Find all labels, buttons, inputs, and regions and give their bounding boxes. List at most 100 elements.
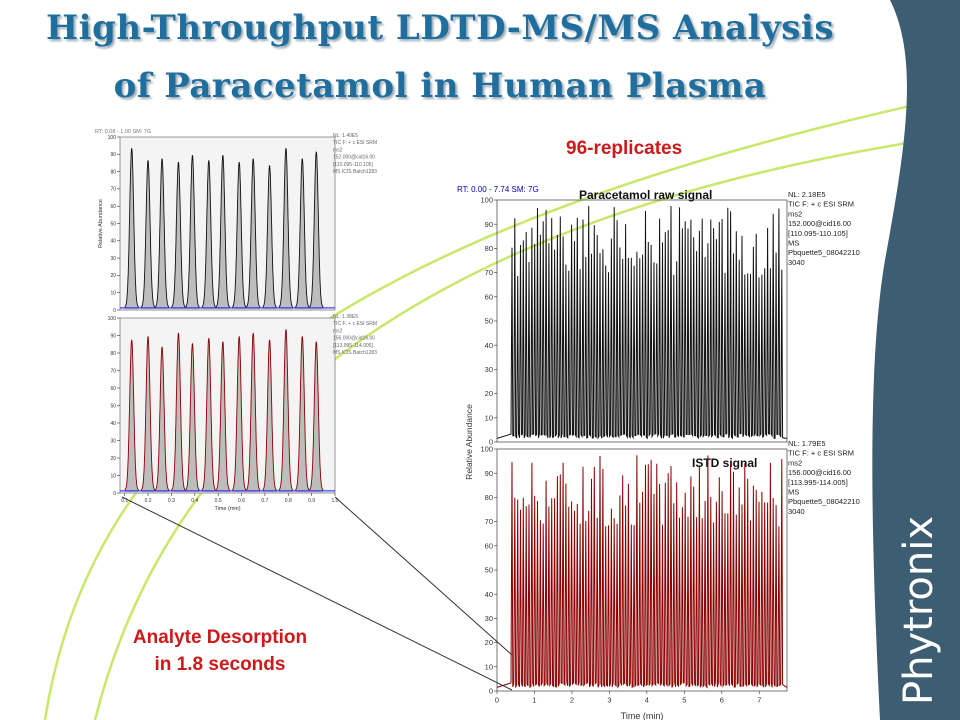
green-arc-lower [93,133,960,720]
y-tick-label: 40 [110,421,116,427]
y-tick-label: 60 [110,386,116,392]
peak-line [295,158,310,308]
replicates-label: 96-replicates [566,138,683,159]
replicate-trace [496,455,788,689]
y-tick-label: 60 [485,541,493,550]
x-axis-label: Time (min) [621,711,664,720]
peak-line [308,341,324,491]
peak-fill [246,332,261,493]
y-tick-label: 70 [110,187,116,193]
peak-fill [262,165,277,310]
slide-title-line2: of Paracetamol in Human Plasma [113,66,767,106]
x-tick-label: 0.9 [308,498,315,504]
x-tick-label: 4 [645,696,649,705]
slide-title-line1: High-Throughput LDTD-MS/MS Analysis [46,8,834,48]
info-line: TIC F: + c ESI SRM [788,200,854,209]
peak-fill [155,158,170,310]
y-tick-label: 70 [110,368,116,374]
info-line: Pbquette5_08042210 [788,248,860,257]
peak-line [262,165,277,308]
info-line: ms2 [788,458,802,467]
peak-fill [124,148,139,310]
info-line: TIC F: + c ESI SRM [333,140,377,146]
y-tick-label: 80 [485,244,493,253]
y-tick-label: 0 [489,687,493,696]
y-tick-label: 50 [110,403,116,409]
y-tick-label: 60 [485,292,493,301]
info-line: [113.995-114.005] [333,343,373,349]
peak-fill [141,160,156,310]
y-tick-label: 40 [485,341,493,350]
y-tick-label: 0 [489,438,493,447]
peak-fill [232,162,247,310]
peak-fill [309,151,324,310]
peak-fill [295,158,310,310]
y-tick-label: 40 [485,590,493,599]
y-tick-label: 20 [485,638,493,647]
peak-fill [171,332,186,493]
peak-fill [171,162,186,310]
peak-line [231,162,247,308]
y-tick-label: 30 [485,614,493,623]
info-line: 3040 [788,507,805,516]
y-tick-label: 30 [110,256,116,262]
x-tick-label: 0.7 [261,498,268,504]
peak-line [124,148,140,308]
x-axis-label: Time (min) [214,506,240,512]
peak-line [278,148,294,308]
peak-fill [141,336,156,493]
y-tick-label: 10 [110,473,116,479]
y-tick-label: 100 [108,135,117,141]
x-tick-label: 3 [607,696,611,705]
replicate-trace [496,205,788,440]
zoom-connector-right [334,496,513,656]
x-tick-label: 1 [532,696,536,705]
peak-line [171,332,186,491]
x-tick-label: 1.0 [332,498,339,504]
y-tick-label: 50 [110,221,116,227]
x-tick-label: 0.2 [145,498,152,504]
y-tick-label: 90 [110,152,116,158]
peak-line [124,339,140,491]
peak-fill [124,339,139,493]
peak-line [215,155,231,308]
y-tick-label: 40 [110,239,116,245]
peak-fill [201,338,216,493]
peak-line [185,155,200,308]
peak-fill [185,343,200,493]
x-tick-label: 0.1 [121,498,128,504]
y-tick-label: 80 [110,169,116,175]
peak-line [308,151,324,308]
x-tick-label: 0.5 [215,498,222,504]
x-tick-label: 0 [495,696,499,705]
peak-fill [262,339,277,493]
peak-line [154,346,170,491]
y-tick-label: 80 [485,493,493,502]
x-tick-label: 2 [570,696,574,705]
x-tick-label: 0.8 [285,498,292,504]
peak-line [140,160,156,308]
chart-header: RT: 0.08 - 1.00 SM: 7G [95,129,151,135]
y-tick-label: 20 [110,273,116,279]
brand-panel [872,0,960,720]
info-line: TIC F: + c ESI SRM [788,449,854,458]
peak-line [262,339,277,491]
y-tick-label: 90 [110,333,116,339]
info-line: 156.000@cid16.00 [788,468,851,477]
x-tick-label: 0.4 [191,498,198,504]
brand-logo: Phytronix [896,516,942,705]
y-tick-label: 20 [485,389,493,398]
x-tick-label: 0.3 [168,498,175,504]
peak-line [185,343,200,491]
info-line: MS [788,239,799,248]
y-tick-label: 10 [485,413,493,422]
y-tick-label: 100 [108,316,117,322]
peak-fill [215,341,230,493]
peak-line [215,341,231,491]
y-tick-label: 0 [113,491,116,497]
y-tick-label: 50 [485,317,493,326]
peak-line [294,336,310,491]
x-tick-label: 0.6 [238,498,245,504]
peak-line [245,332,261,491]
